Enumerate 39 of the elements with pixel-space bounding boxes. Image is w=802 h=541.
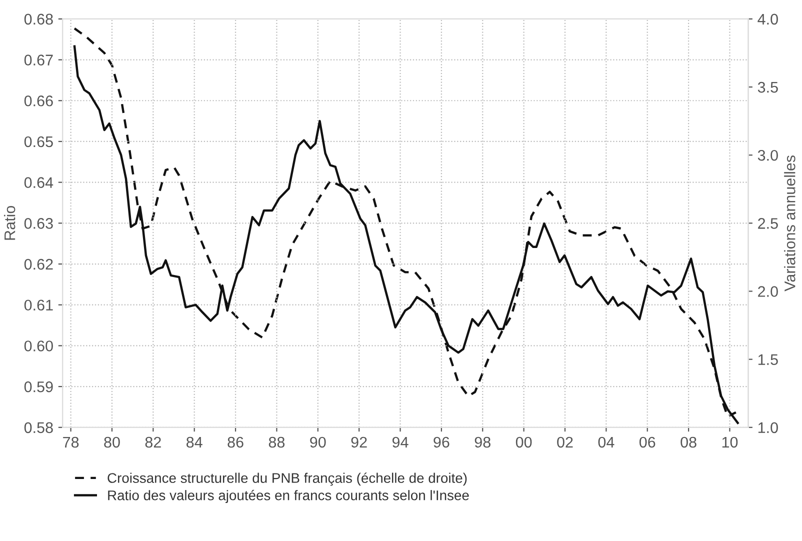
legend-label: Croissance structurelle du PNB français (échelle de droite) bbox=[108, 472, 467, 486]
x-tick-label: 96 bbox=[434, 436, 450, 448]
y2-tick-label: 3.0 bbox=[758, 150, 778, 161]
y-tick-label: 0.63 bbox=[24, 218, 53, 229]
x-tick-label: 94 bbox=[392, 436, 408, 448]
x-tick-label: 88 bbox=[268, 436, 285, 448]
x-tick-label: 80 bbox=[104, 436, 120, 448]
y-tick-label: 0.58 bbox=[24, 422, 53, 434]
x-tick-label: 00 bbox=[516, 436, 532, 448]
y-tick-label: 0.66 bbox=[24, 95, 53, 106]
y-tick-label: 0.64 bbox=[24, 177, 54, 188]
y-tick-label: 0.62 bbox=[24, 258, 53, 270]
y2-tick-label: 1.0 bbox=[758, 422, 778, 434]
x-tick-label: 08 bbox=[680, 436, 696, 448]
y-tick-label: 0.68 bbox=[24, 14, 53, 25]
x-tick-label: 82 bbox=[145, 436, 161, 448]
y-tick-label: 0.61 bbox=[24, 300, 53, 311]
y2-axis-title: Variations annuelles bbox=[784, 155, 796, 292]
x-tick-label: 10 bbox=[722, 436, 738, 448]
y2-tick-label: 2.5 bbox=[758, 218, 778, 229]
y2-tick-label: 4.0 bbox=[758, 14, 778, 25]
y-tick-label: 0.60 bbox=[24, 340, 53, 352]
y-tick-label: 0.59 bbox=[24, 381, 53, 392]
x-tick-label: 84 bbox=[186, 436, 202, 448]
legend-label: Ratio des valeurs ajoutées en francs courants selon l'Insee bbox=[108, 490, 469, 504]
y2-tick-label: 3.5 bbox=[758, 82, 778, 93]
x-tick-label: 92 bbox=[351, 436, 367, 448]
y-tick-label: 0.67 bbox=[24, 54, 53, 66]
x-tick-label: 06 bbox=[639, 436, 656, 448]
x-tick-label: 90 bbox=[310, 436, 326, 448]
y-axis-title: Ratio bbox=[4, 206, 16, 240]
y2-tick-label: 2.0 bbox=[758, 286, 778, 297]
y2-tick-label: 1.5 bbox=[758, 354, 778, 365]
y-tick-label: 0.65 bbox=[24, 136, 53, 148]
x-tick-label: 98 bbox=[474, 436, 490, 448]
x-tick-label: 04 bbox=[598, 436, 614, 448]
x-tick-label: 78 bbox=[63, 436, 79, 448]
x-tick-label: 86 bbox=[228, 436, 244, 448]
x-tick-label: 02 bbox=[557, 436, 573, 448]
